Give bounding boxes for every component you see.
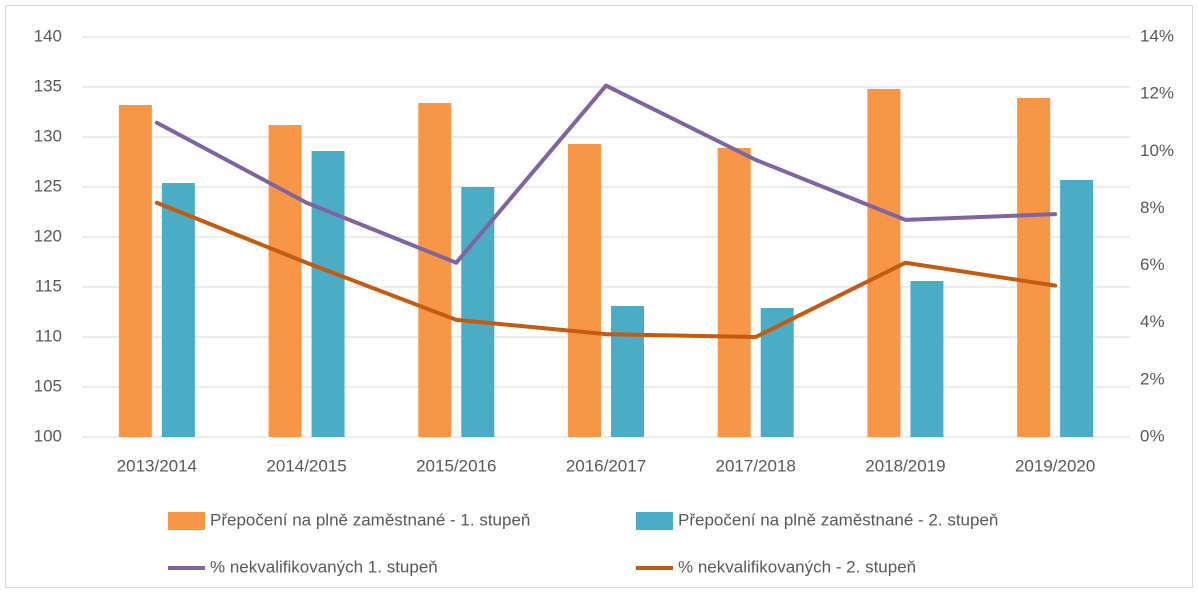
bar [568,144,601,437]
x-tick-label: 2019/2020 [1015,456,1095,475]
y2-tick-label: 8% [1140,198,1165,217]
x-tick-label: 2014/2015 [266,456,346,475]
bar [1060,180,1094,437]
y-tick-label: 125 [34,176,62,195]
bar [867,89,901,437]
bar [118,105,152,437]
y2-tick-label: 0% [1140,426,1165,445]
line [154,83,1058,265]
legend-label: Přepočení na plně zaměstnané - 2. stupeň [678,510,998,529]
x-tick-label: 2018/2019 [865,456,945,475]
y2-tick-label: 2% [1140,369,1165,388]
bar [161,183,195,437]
line [154,200,1058,339]
x-tick-label: 2015/2016 [416,456,496,475]
bar [910,281,944,437]
legend-label: Přepočení na plně zaměstnané - 1. stupeň [210,510,530,529]
legend-swatch [168,512,205,530]
y-tick-label: 115 [35,276,62,295]
bar [760,308,794,437]
y-tick-label: 110 [35,326,62,345]
legend-label: % nekvalifikovaných - 2. stupeň [678,557,916,576]
bar [717,148,751,437]
bar [311,151,345,437]
x-tick-label: 2016/2017 [566,456,646,475]
bar [461,187,495,437]
y2-tick-label: 4% [1140,312,1165,331]
y-tick-label: 135 [34,76,62,95]
y-tick-label: 100 [34,426,62,445]
y-tick-label: 130 [34,126,62,145]
y-tick-label: 105 [34,376,62,395]
legend-label: % nekvalifikovaných 1. stupeň [210,557,438,576]
y2-tick-label: 14% [1140,26,1174,45]
y2-tick-label: 6% [1140,255,1165,274]
bar [1017,98,1051,437]
bar [268,125,302,437]
x-tick-label: 2017/2018 [716,456,796,475]
legend-swatch [636,512,673,530]
x-tick-label: 2013/2014 [117,456,197,475]
y2-tick-label: 10% [1140,141,1174,160]
bar [611,306,644,437]
y-tick-label: 120 [34,226,62,245]
y-tick-label: 140 [34,26,62,45]
y2-tick-label: 12% [1140,84,1174,103]
bar [418,103,452,437]
